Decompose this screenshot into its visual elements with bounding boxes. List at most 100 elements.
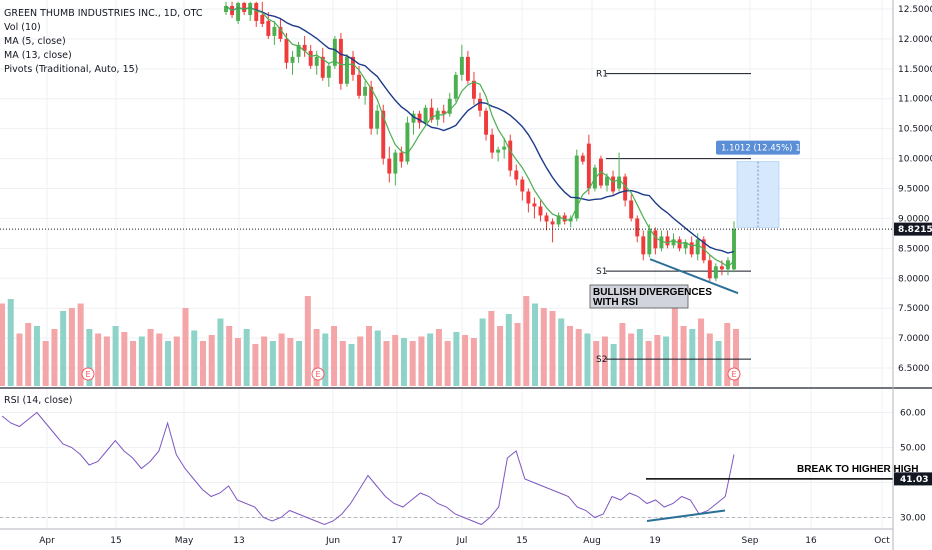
candle-body bbox=[532, 203, 537, 207]
volume-bar bbox=[584, 333, 591, 386]
price-divergence-line bbox=[649, 258, 739, 295]
volume-bar bbox=[278, 333, 285, 386]
candle-body bbox=[405, 122, 410, 162]
volume-bar bbox=[243, 329, 250, 386]
last-price-badge bbox=[894, 222, 932, 236]
volume-bar bbox=[191, 330, 198, 386]
candle-body bbox=[254, 2, 259, 21]
candle-body bbox=[326, 65, 331, 78]
earnings-marker-label: E bbox=[85, 370, 90, 379]
candle-body bbox=[629, 200, 634, 219]
volume-bar bbox=[182, 308, 189, 386]
volume-bar bbox=[532, 303, 539, 386]
volume-bar bbox=[208, 335, 215, 386]
rsi-line bbox=[1, 411, 893, 526]
candle-body bbox=[242, 2, 247, 12]
measure-tool: 1.1012 (12.45%) 11012 bbox=[716, 140, 822, 228]
volume-bar bbox=[138, 336, 145, 386]
volume-bar bbox=[558, 318, 565, 386]
rsi-divergence-line bbox=[646, 509, 726, 522]
price-tick-label: 10.5000 bbox=[898, 125, 932, 135]
price-tick-label: 12.5000 bbox=[898, 5, 932, 15]
candle-body bbox=[351, 56, 355, 75]
candle-body bbox=[393, 152, 398, 174]
indicator-ma5: MA (5, close) bbox=[4, 36, 66, 47]
candle-body bbox=[484, 110, 489, 135]
volume-bar bbox=[42, 341, 49, 386]
time-tick-label: 13 bbox=[233, 536, 244, 546]
candle-body bbox=[623, 176, 628, 201]
candle-body bbox=[701, 239, 706, 261]
volume-bar bbox=[287, 338, 294, 386]
measure-label: 1.1012 (12.45%) 11012 bbox=[721, 144, 822, 154]
earnings-marker-icon bbox=[727, 367, 741, 381]
candle-body bbox=[332, 38, 337, 66]
bullish-annotation-box bbox=[589, 284, 689, 309]
candle-body bbox=[580, 155, 585, 162]
candle-body bbox=[387, 158, 392, 174]
candle-body bbox=[465, 56, 470, 81]
candle-body bbox=[496, 149, 501, 153]
price-tick-label: 11.0000 bbox=[898, 95, 932, 105]
volume-bar bbox=[374, 330, 381, 386]
earnings-marker-label: E bbox=[315, 370, 320, 379]
rsi-tick-label: 60.00 bbox=[900, 409, 926, 419]
volume-bar bbox=[165, 341, 172, 386]
candle-body bbox=[375, 110, 380, 129]
candle-body bbox=[338, 38, 343, 84]
candle-body bbox=[363, 86, 368, 96]
volume-bar bbox=[540, 308, 547, 386]
candle-body bbox=[617, 176, 622, 189]
time-tick-label: Aug bbox=[583, 536, 601, 546]
price-tick-label: 8.0000 bbox=[898, 274, 930, 284]
volume-bar bbox=[724, 323, 731, 386]
candle-body bbox=[611, 176, 616, 192]
drawings bbox=[0, 228, 893, 295]
time-tick-label: Sep bbox=[742, 536, 759, 546]
time-tick-label: May bbox=[175, 536, 194, 546]
candle-body bbox=[272, 26, 277, 36]
volume-bar bbox=[671, 303, 678, 386]
volume-bar bbox=[383, 341, 390, 386]
volume-bar bbox=[593, 341, 600, 386]
time-tick-label: Jun bbox=[325, 536, 340, 546]
volume-bar bbox=[269, 341, 276, 386]
earnings-marker-icon bbox=[81, 367, 95, 381]
volume-bar bbox=[610, 344, 617, 386]
candle-body bbox=[266, 20, 271, 36]
volume-bar bbox=[68, 308, 75, 386]
volume-bar bbox=[636, 329, 643, 386]
candle-body bbox=[514, 170, 519, 180]
volume-bar bbox=[645, 341, 652, 386]
time-tick-label: 19 bbox=[649, 536, 661, 546]
time-axis[interactable]: Apr 15 May 13 Jun 17 Jul 15 Aug 19 Sep 16 Oct bbox=[0, 528, 893, 546]
indicator-ma13: MA (13, close) bbox=[4, 50, 72, 61]
candle-body bbox=[695, 239, 700, 255]
bullish-annotation-line1: BULLISH DIVERGENCES bbox=[593, 287, 712, 298]
candle-body bbox=[683, 242, 688, 249]
volume-bar bbox=[112, 326, 119, 386]
candle-body bbox=[538, 206, 543, 216]
volume-bar bbox=[147, 329, 154, 386]
pivot-lines: R1 S1 S2 bbox=[596, 70, 751, 365]
candle-body bbox=[357, 74, 362, 96]
volume-bar bbox=[418, 336, 425, 386]
volume-bar bbox=[654, 335, 661, 386]
candle-body bbox=[659, 236, 664, 249]
price-axis[interactable]: 12.5000 12.0000 11.5000 11.0000 10.5000 10.00… bbox=[898, 5, 932, 374]
volume-bar bbox=[7, 299, 14, 386]
candle-body bbox=[647, 230, 652, 255]
candle-body bbox=[459, 56, 464, 75]
measure-label-bg bbox=[716, 140, 800, 155]
candles bbox=[224, 1, 736, 282]
volume-bar bbox=[16, 333, 23, 386]
price-tick-label: 7.0000 bbox=[898, 334, 930, 344]
volume-bar bbox=[470, 338, 477, 386]
candle-body bbox=[719, 266, 724, 270]
bullish-annotation-line2: WITH RSI bbox=[593, 297, 638, 308]
volume-bar bbox=[733, 329, 739, 386]
volume-bar bbox=[130, 341, 137, 386]
candle-body bbox=[713, 266, 718, 279]
volume-bar bbox=[331, 326, 338, 386]
